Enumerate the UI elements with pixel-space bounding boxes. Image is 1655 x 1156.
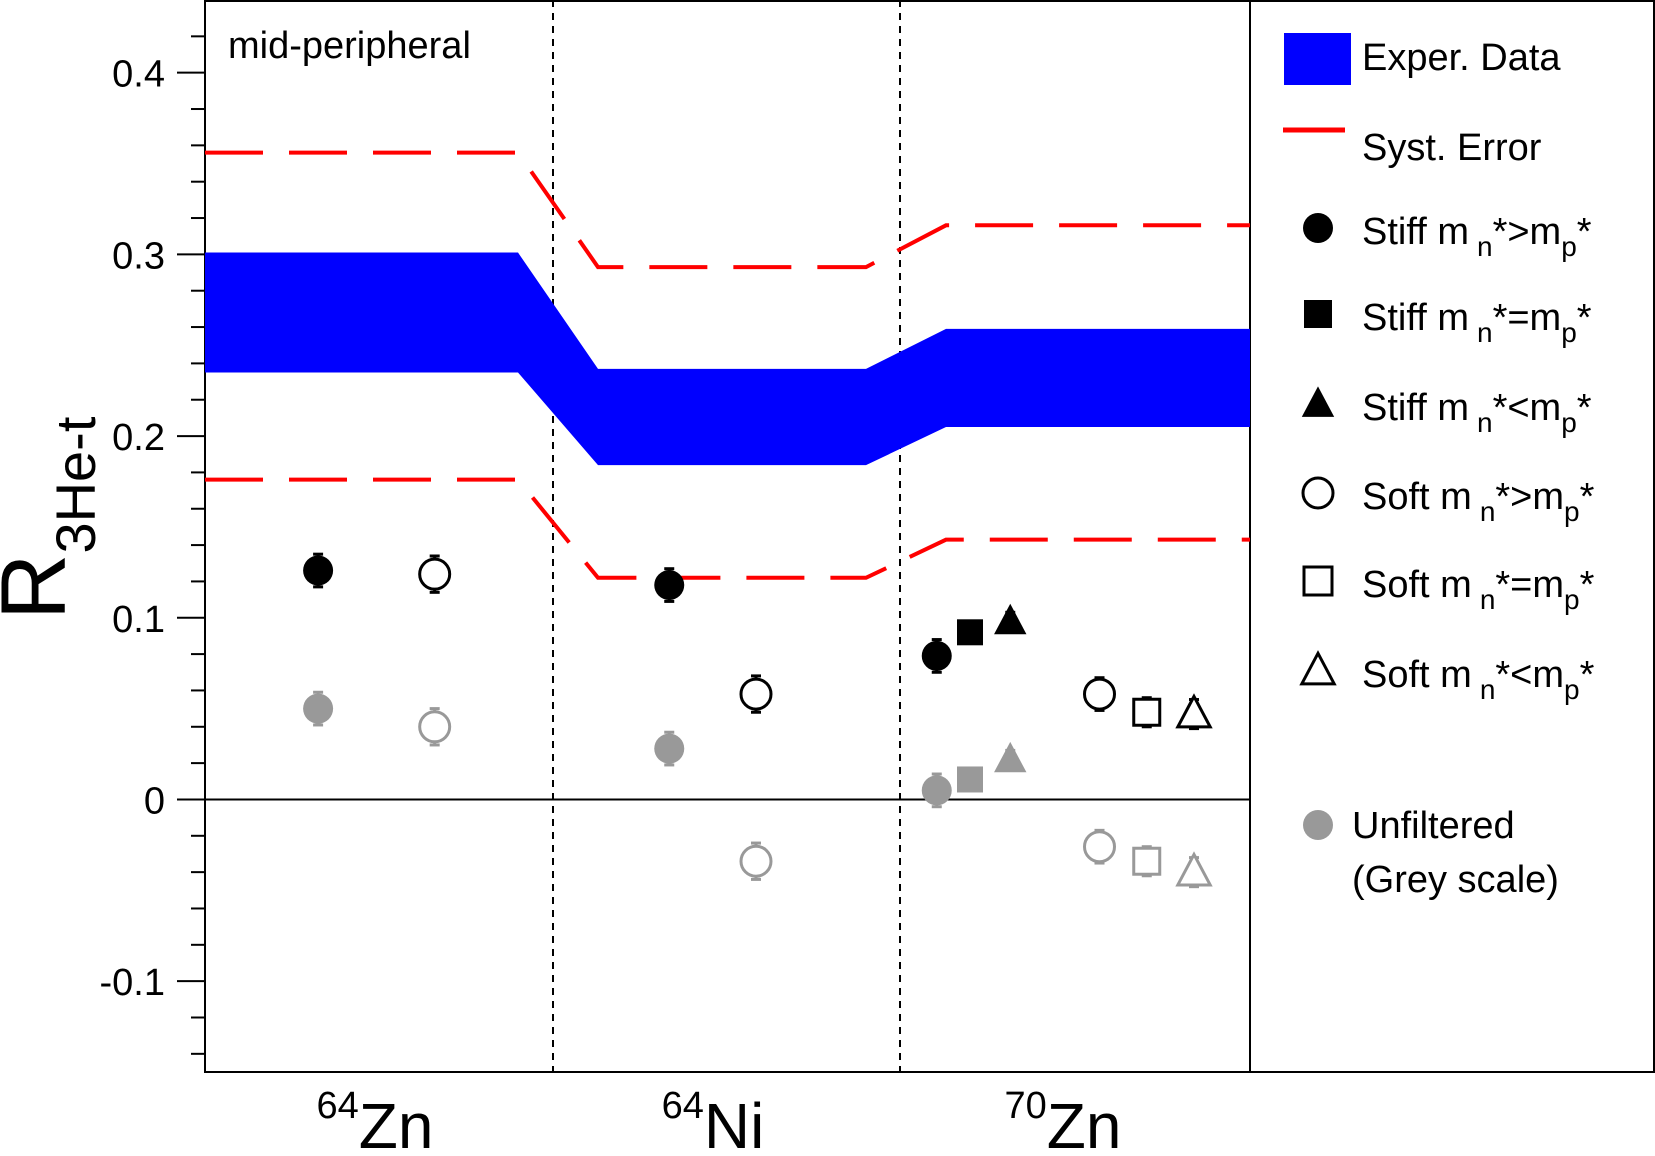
annotation-label: mid-peripheral bbox=[228, 25, 471, 67]
data-point bbox=[1175, 693, 1213, 729]
data-point bbox=[994, 741, 1027, 773]
legend-marker bbox=[1301, 476, 1335, 510]
syst-error-lower bbox=[205, 477, 1250, 580]
y-tick-label: 0.2 bbox=[112, 417, 165, 459]
data-point bbox=[994, 603, 1027, 635]
legend-marker bbox=[1299, 650, 1337, 686]
legend-marker bbox=[1302, 565, 1334, 597]
data-point bbox=[921, 775, 952, 806]
plot-frame bbox=[204, 0, 1655, 1073]
data-point bbox=[1132, 846, 1162, 876]
legend-label: Exper. Data bbox=[1362, 37, 1561, 79]
data-point bbox=[1175, 851, 1213, 887]
data-point bbox=[418, 557, 452, 591]
x-axis: 64Zn 64Ni 70Zn bbox=[317, 1085, 1122, 1156]
legend-marker bbox=[1303, 810, 1333, 840]
legend-label: Stiff m n*>mp* bbox=[1362, 211, 1592, 262]
legend-marker bbox=[1301, 386, 1335, 417]
legend-label: Soft m n*=mp* bbox=[1362, 564, 1595, 615]
legend-marker bbox=[1304, 300, 1332, 328]
data-point bbox=[921, 640, 952, 671]
data-point bbox=[654, 733, 685, 764]
data-point bbox=[957, 766, 983, 793]
data-point bbox=[957, 619, 983, 646]
data-point bbox=[1132, 697, 1162, 727]
legend-label: Soft m n*<mp* bbox=[1362, 654, 1595, 705]
x-category-label: 64Ni bbox=[662, 1085, 765, 1156]
data-point bbox=[303, 555, 334, 586]
y-tick-label: 0.3 bbox=[112, 235, 165, 277]
y-tick-label: 0 bbox=[144, 780, 165, 822]
y-tick-label: -0.1 bbox=[100, 962, 165, 1004]
syst-error-upper bbox=[205, 150, 1250, 270]
y-tick-label: 0.1 bbox=[112, 599, 165, 641]
data-point bbox=[739, 677, 773, 711]
legend-band-swatch bbox=[1284, 33, 1351, 85]
y-tick-label: 0.4 bbox=[112, 54, 165, 96]
y-axis-label: R3He-t bbox=[0, 416, 107, 620]
y-axis: -0.1 0 0.1 0.2 0.3 0.4 bbox=[100, 35, 205, 1055]
data-point bbox=[418, 710, 452, 744]
legend-label: Stiff m n*=mp* bbox=[1362, 297, 1592, 348]
legend-label: Syst. Error bbox=[1362, 127, 1542, 169]
data-point bbox=[739, 844, 773, 878]
legend-label: Unfiltered bbox=[1352, 805, 1515, 847]
x-category-label: 64Zn bbox=[317, 1085, 434, 1156]
exper-data-band bbox=[205, 252, 1250, 466]
legend-label: Soft m n*>mp* bbox=[1362, 476, 1595, 527]
data-point bbox=[1083, 677, 1116, 711]
data-point bbox=[654, 570, 685, 601]
x-category-label: 70Zn bbox=[1005, 1085, 1122, 1156]
legend-label: Stiff m n*<mp* bbox=[1362, 387, 1592, 438]
legend-label: (Grey scale) bbox=[1352, 859, 1559, 901]
data-point bbox=[303, 693, 334, 724]
data-points bbox=[303, 552, 1213, 889]
legend: Exper. Data Syst. Error Stiff m n*>mp* Stiff… bbox=[1283, 33, 1595, 901]
legend-marker bbox=[1303, 213, 1333, 243]
data-point bbox=[1083, 830, 1116, 864]
